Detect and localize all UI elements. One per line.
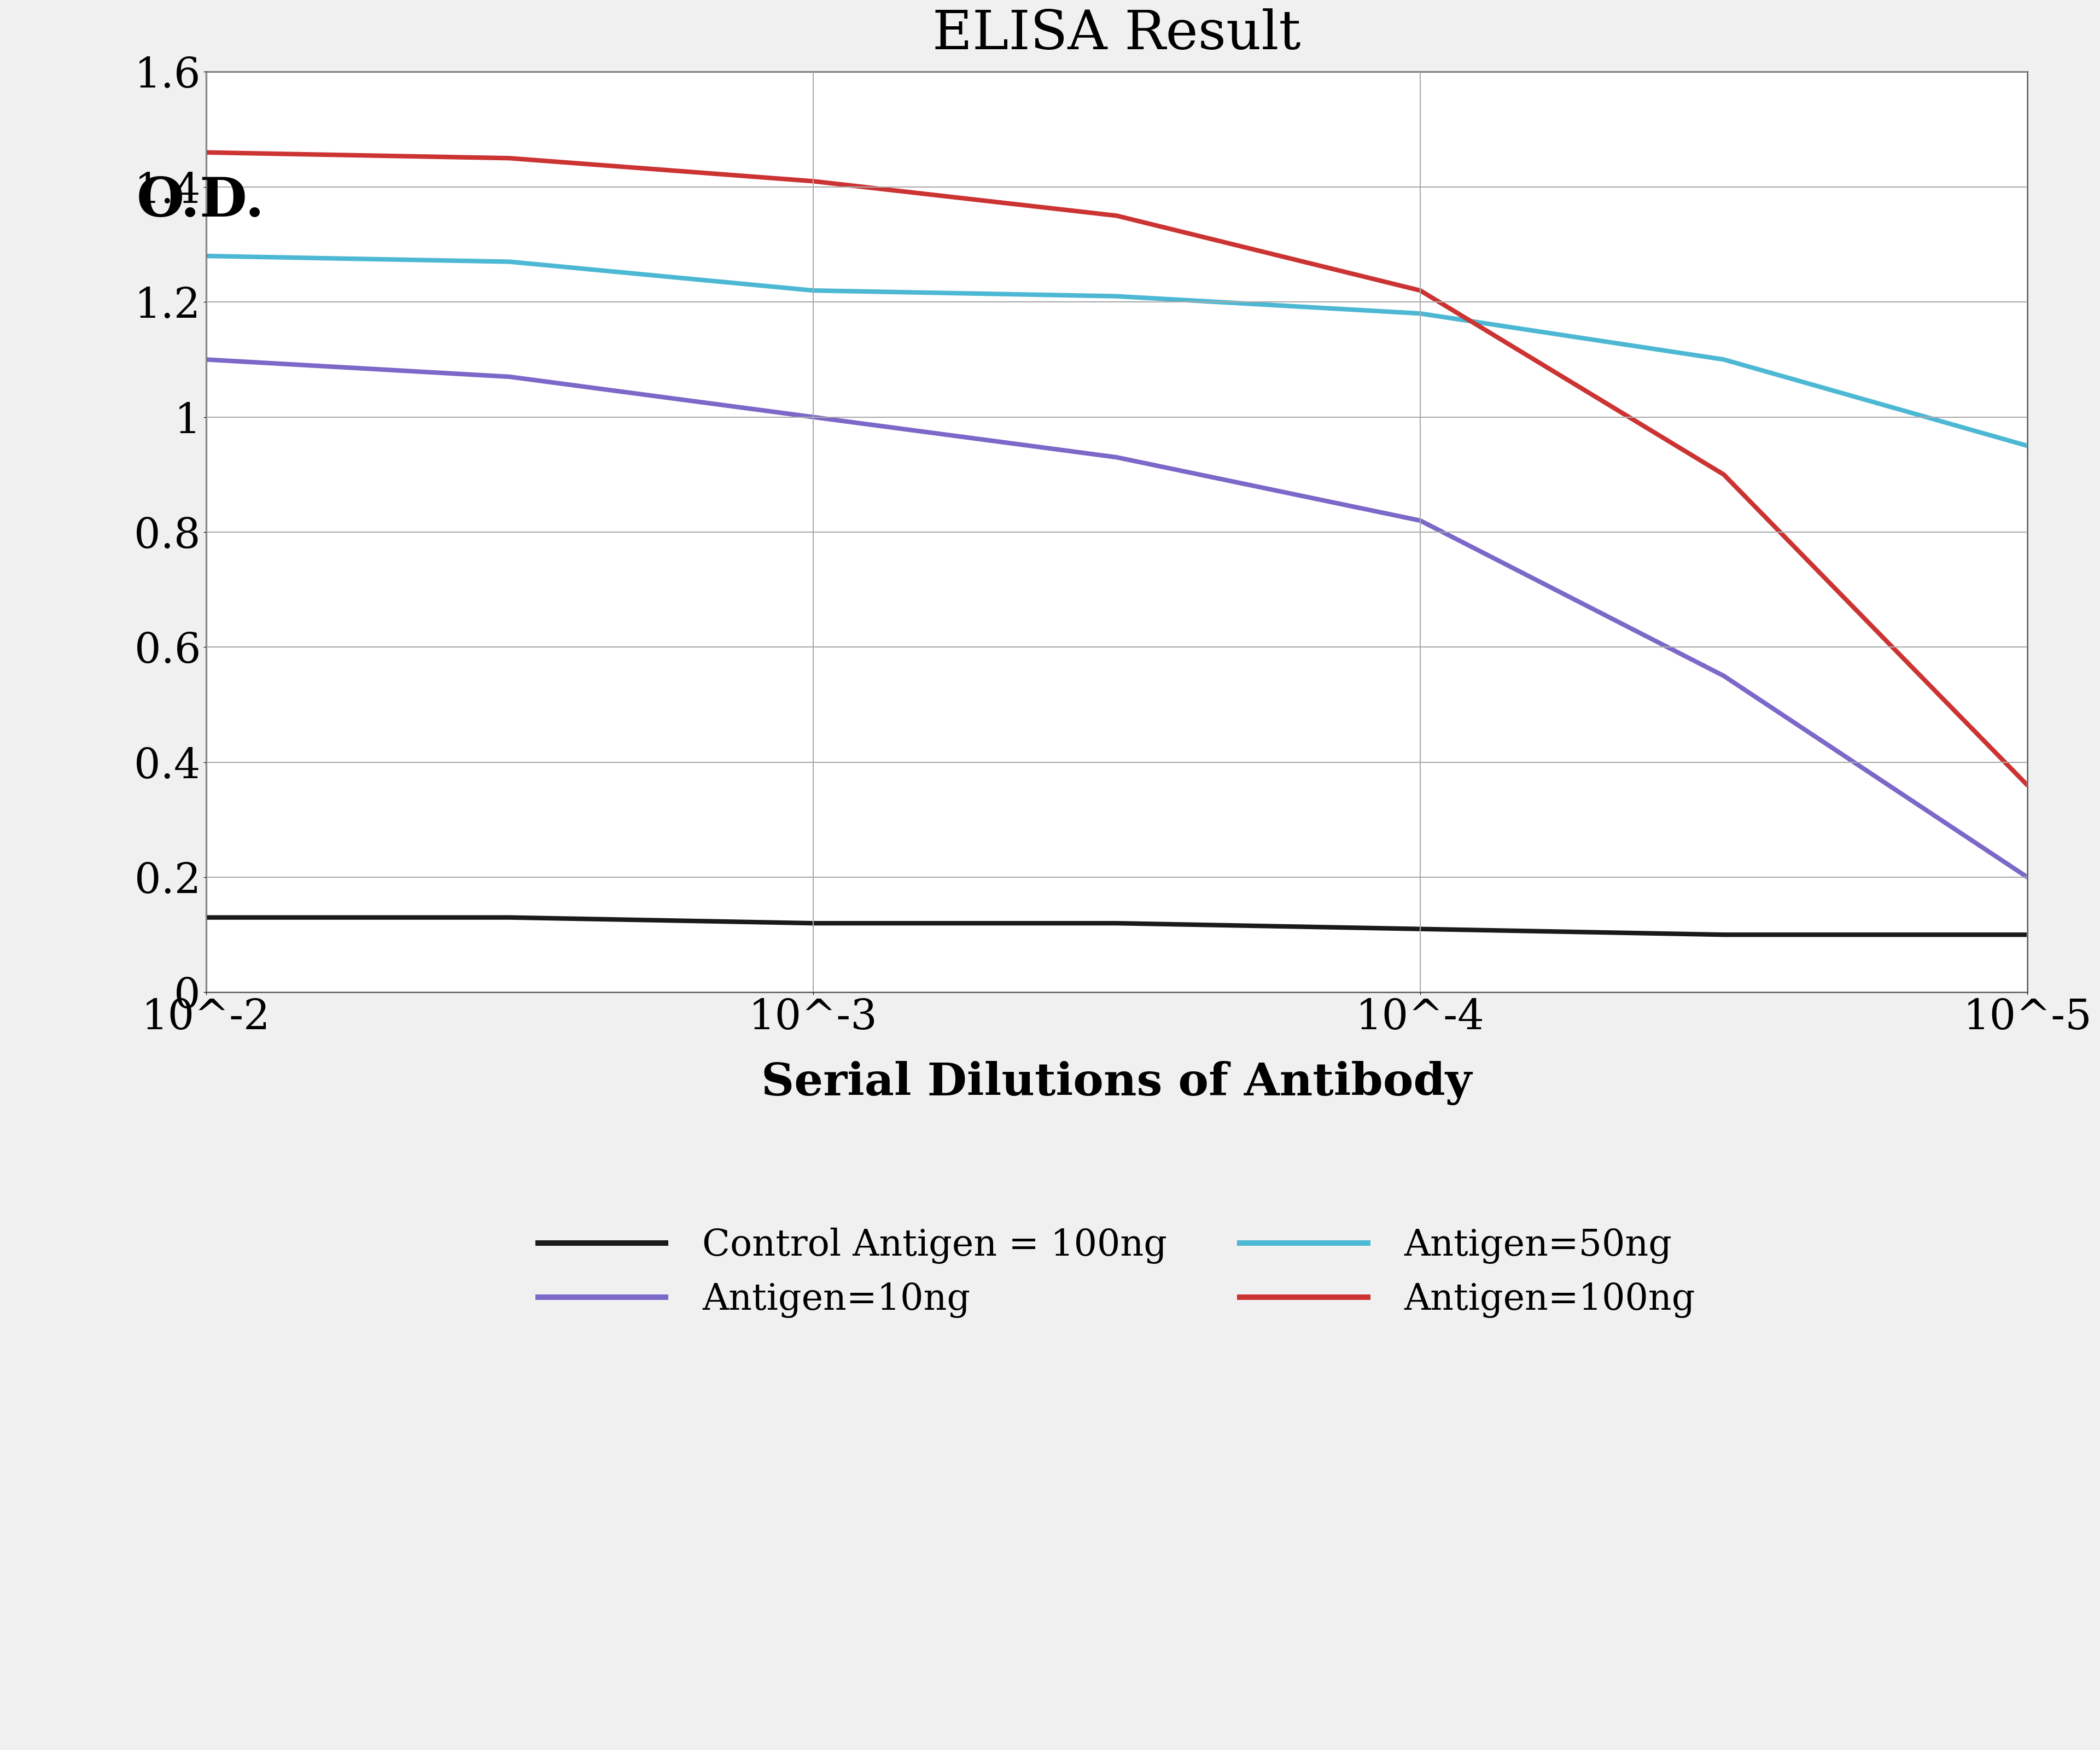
X-axis label: Serial Dilutions of Antibody: Serial Dilutions of Antibody (762, 1060, 1472, 1104)
Title: ELISA Result: ELISA Result (932, 9, 1300, 61)
Text: O.D.: O.D. (136, 175, 265, 228)
Legend: Control Antigen = 100ng, Antigen=10ng, Antigen=50ng, Antigen=100ng: Control Antigen = 100ng, Antigen=10ng, A… (523, 1213, 1709, 1334)
